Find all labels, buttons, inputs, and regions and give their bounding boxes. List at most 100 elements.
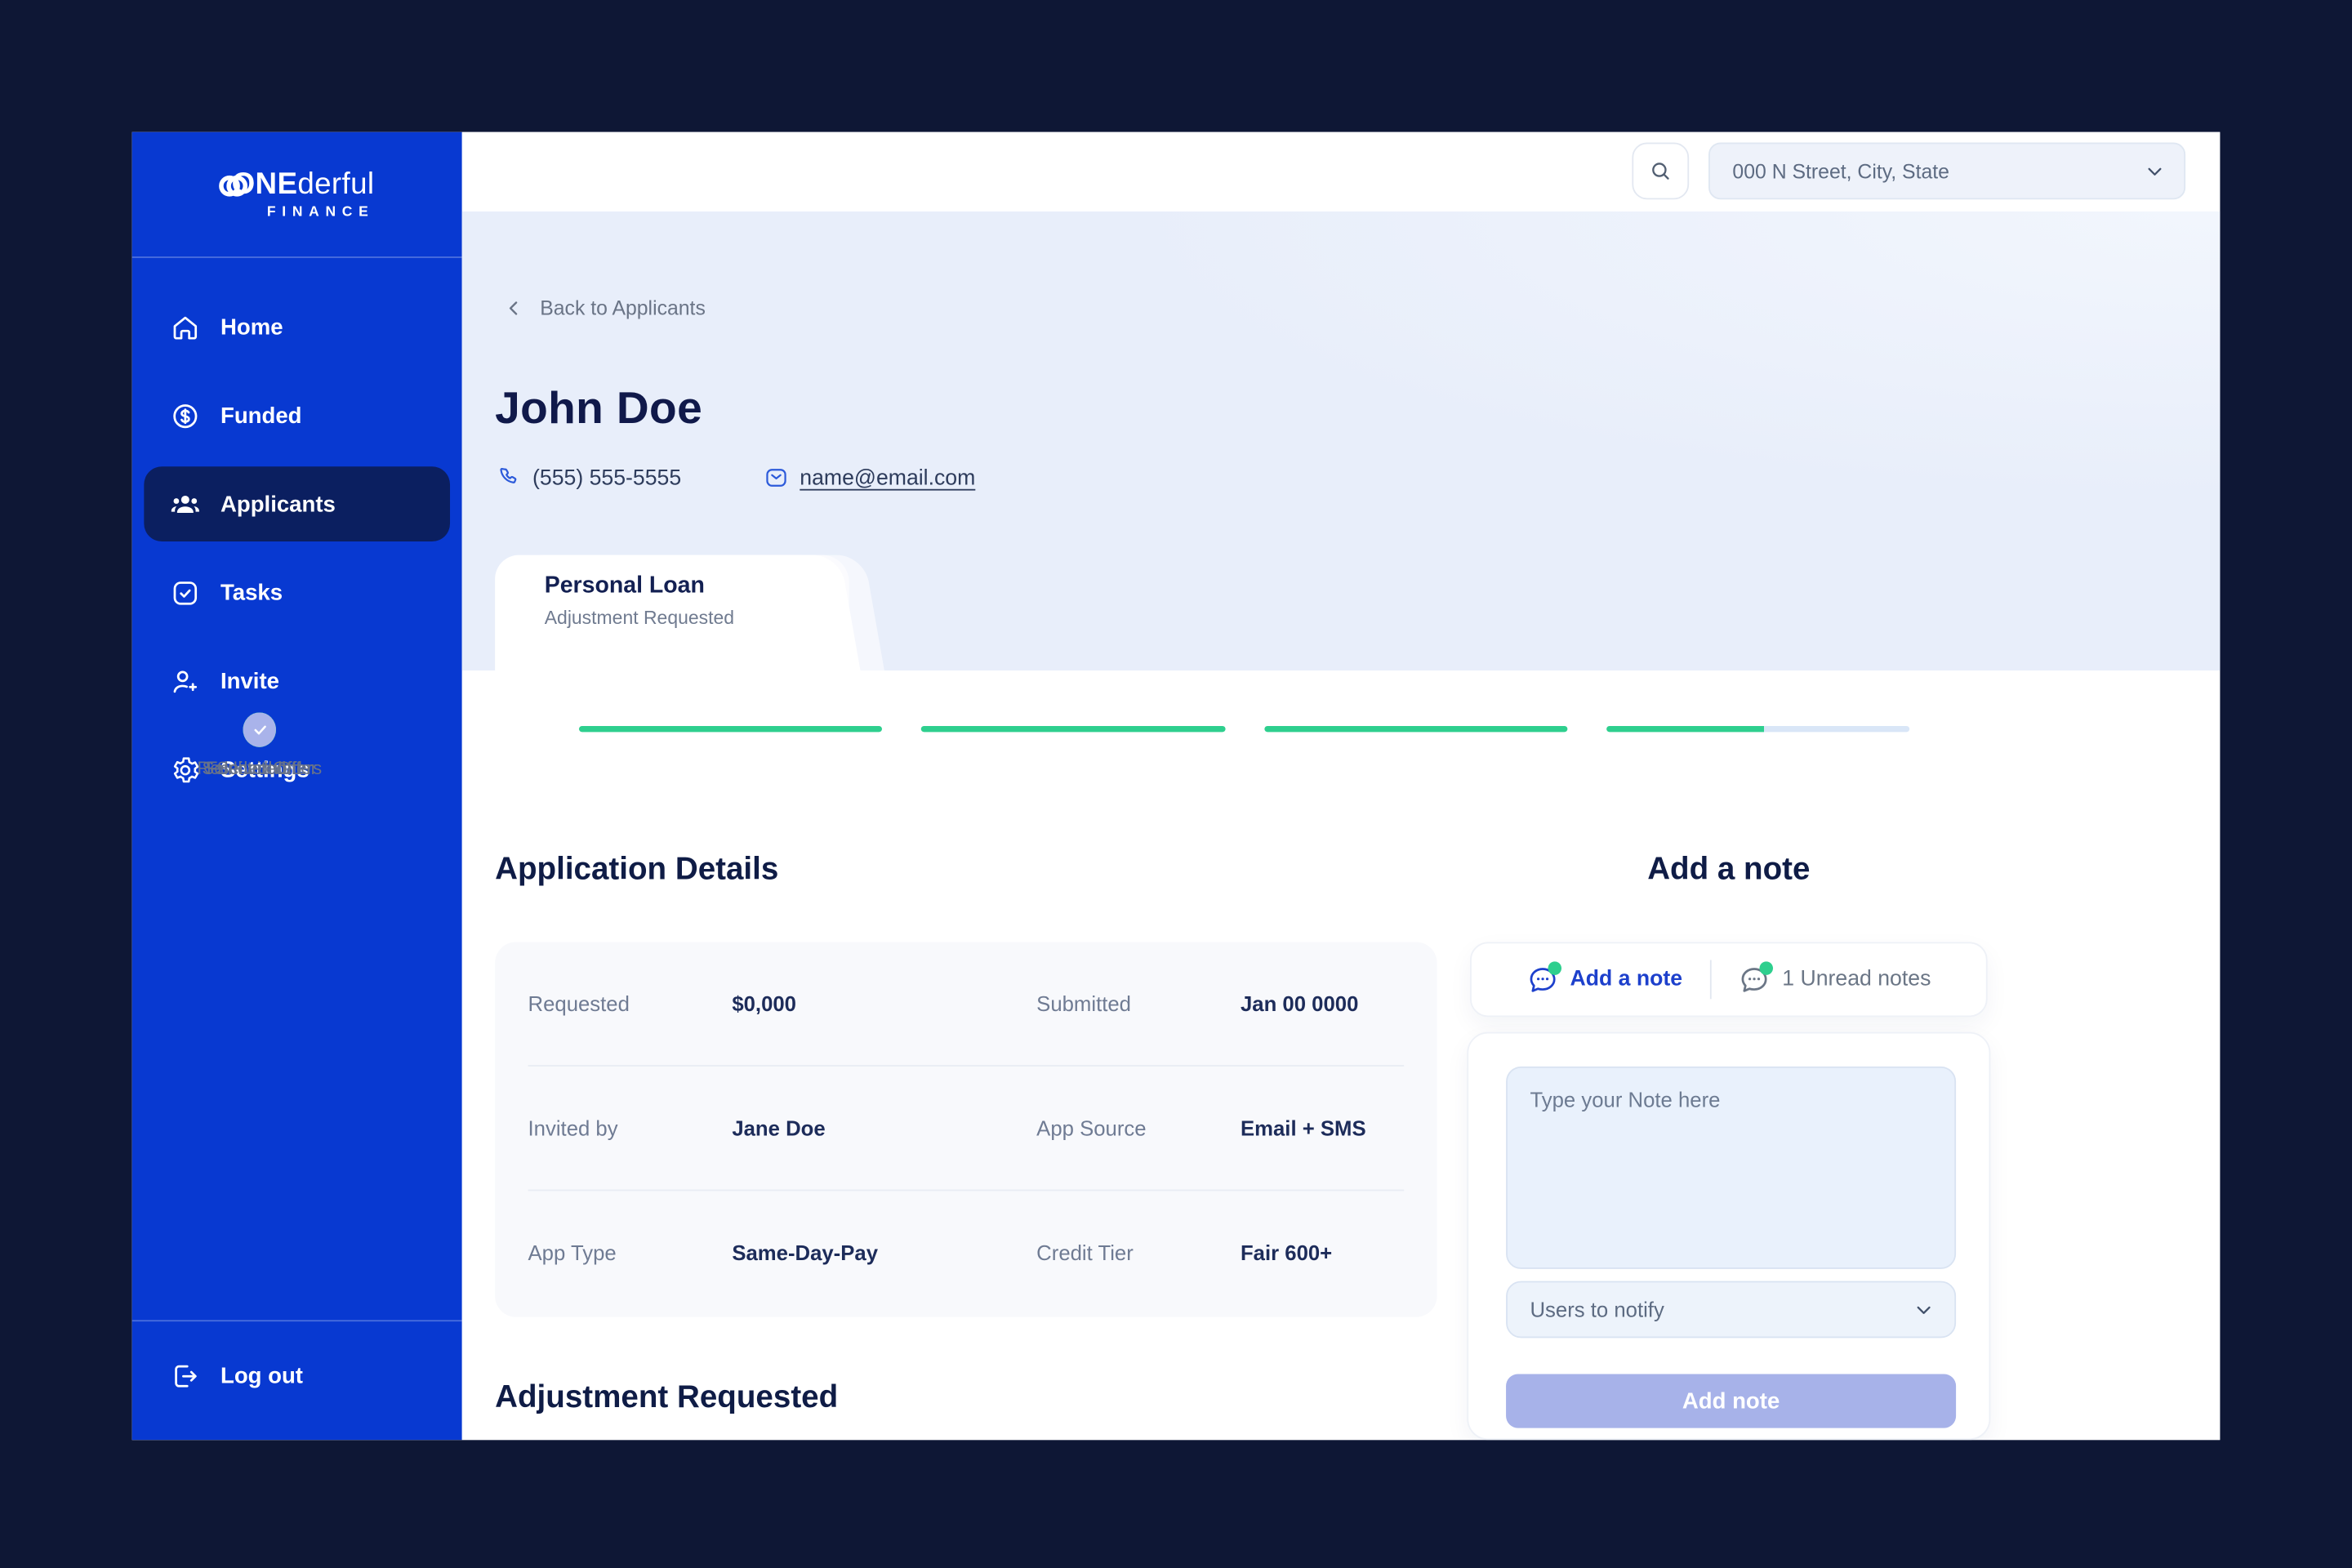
details-row: Requested $0,000 Submitted Jan 00 0000 — [495, 942, 1437, 1065]
back-link-label: Back to Applicants — [540, 296, 706, 320]
users-to-notify-value: Users to notify — [1530, 1297, 1664, 1322]
sidebar-item-applicants[interactable]: Applicants — [144, 466, 451, 542]
email-contact: name@email.com — [764, 465, 975, 490]
sidebar-item-label: Settings — [220, 756, 310, 782]
applicant-name: John Doe — [495, 384, 703, 434]
search-icon — [1652, 163, 1669, 180]
field-value: Email + SMS — [1240, 1116, 1366, 1140]
location-selector-value: 000 N Street, City, State — [1732, 159, 1949, 183]
user-plus-icon — [173, 670, 198, 693]
brand-name: ONEderful — [231, 167, 375, 202]
field-value: Same-Day-Pay — [732, 1240, 879, 1265]
field-label: App Source — [1036, 1116, 1147, 1140]
adjustment-requested-title: Adjustment Requested — [495, 1379, 839, 1415]
contact-row: (555) 555-5555 name@email.com — [497, 465, 975, 490]
location-selector[interactable]: 000 N Street, City, State — [1708, 142, 2186, 200]
step-label: Invited — [233, 757, 287, 779]
sidebar-item-label: Invite — [220, 668, 279, 694]
field-label: Submitted — [1036, 991, 1131, 1016]
logout-button[interactable]: Log out — [132, 1328, 462, 1424]
tab-add-note[interactable]: Add a note — [1526, 960, 1683, 996]
step-scheduled: Scheduled — [132, 712, 387, 778]
green-dot-badge — [1759, 960, 1774, 974]
step-label: Funded Offer — [207, 757, 313, 779]
sidebar-item-settings[interactable]: Settings — [144, 732, 450, 807]
users-icon — [171, 495, 199, 513]
loan-tab-status: Adjustment Requested — [544, 607, 735, 629]
step-check-icon — [243, 712, 276, 747]
search-button[interactable] — [1632, 142, 1690, 200]
sidebar-item-tasks[interactable]: Tasks — [144, 555, 450, 630]
sidebar-item-label: Home — [220, 314, 283, 341]
chevron-down-icon — [2148, 167, 2162, 175]
loan-tab-title: Personal Loan — [544, 572, 705, 599]
brand-subtitle: FINANCE — [266, 203, 375, 220]
step-label: Received offers — [197, 757, 323, 779]
add-note-button[interactable]: Add note — [1506, 1374, 1957, 1428]
users-to-notify-select[interactable]: Users to notify — [1506, 1281, 1957, 1339]
field-label: Invited by — [528, 1116, 618, 1140]
tab-unread-notes-label: 1 Unread notes — [1782, 967, 1931, 992]
phone-icon — [500, 467, 517, 483]
details-row: Invited by Jane Doe App Source Email + S… — [495, 1067, 1437, 1190]
dollar-icon — [173, 403, 198, 428]
loan-tab-slant — [719, 555, 861, 671]
topbar: 000 N Street, City, State — [461, 131, 2221, 212]
field-label: Credit Tier — [1036, 1240, 1134, 1265]
chevron-left-icon — [509, 301, 518, 315]
logo-ring-icon — [227, 174, 248, 196]
field-label: App Type — [528, 1240, 617, 1265]
application-details-card: Requested $0,000 Submitted Jan 00 0000 I… — [495, 942, 1437, 1317]
sidebar-item-label: Tasks — [220, 579, 283, 606]
sidebar: ONEderful FINANCE Home Funded Applicants — [131, 131, 462, 1441]
tab-unread-notes[interactable]: 1 Unread notes — [1739, 960, 1931, 996]
back-to-applicants-link[interactable]: Back to Applicants — [504, 296, 706, 320]
chat-bubble-icon — [1739, 960, 1774, 996]
field-value: Fair 600+ — [1240, 1240, 1333, 1265]
chat-bubble-icon — [1526, 960, 1561, 996]
logo-block: ONEderful FINANCE — [131, 132, 462, 258]
logout-section: Log out — [131, 1320, 462, 1440]
step-connector — [1264, 725, 1568, 732]
sidebar-item-home[interactable]: Home — [144, 289, 450, 364]
app-window: ONEderful FINANCE Home Funded Applicants — [131, 131, 2221, 1441]
field-value: Jane Doe — [732, 1116, 826, 1140]
green-dot-badge — [1547, 960, 1561, 974]
sidebar-nav: Home Funded Applicants Tasks Invite — [144, 289, 451, 820]
sidebar-item-label: Applicants — [220, 491, 336, 517]
logout-label: Log out — [220, 1362, 303, 1388]
step-connector — [578, 725, 882, 732]
field-value: $0,000 — [732, 991, 796, 1016]
application-details-title: Application Details — [495, 852, 779, 887]
mail-icon — [766, 469, 786, 487]
step-connector — [1606, 725, 1910, 732]
email-link[interactable]: name@email.com — [800, 466, 976, 490]
step-connector — [920, 725, 1226, 732]
note-textarea[interactable] — [1506, 1066, 1957, 1269]
sidebar-item-invite[interactable]: Invite — [144, 644, 450, 719]
row-divider — [528, 1065, 1405, 1067]
phone-contact: (555) 555-5555 — [497, 465, 681, 490]
loan-tab-text: Personal Loan Adjustment Requested — [545, 573, 734, 629]
add-note-title: Add a note — [1647, 852, 1811, 887]
row-divider — [528, 1189, 1405, 1192]
gear-icon — [173, 756, 199, 782]
notes-tabs-card: Add a note 1 Unread notes — [1469, 942, 1988, 1018]
phone-number: (555) 555-5555 — [532, 466, 682, 490]
step-label: Scheduled — [216, 757, 302, 779]
note-compose-card: Users to notify Add note — [1467, 1031, 1991, 1441]
step-label: Selected Offer — [202, 757, 318, 779]
tab-add-note-label: Add a note — [1570, 967, 1683, 992]
logout-icon — [175, 1364, 197, 1387]
field-value: Jan 00 0000 — [1240, 991, 1359, 1016]
sidebar-item-label: Funded — [220, 403, 302, 429]
tabs-divider — [1709, 960, 1712, 1000]
task-check-icon — [173, 581, 198, 604]
sidebar-item-funded[interactable]: Funded — [144, 378, 450, 453]
home-icon — [173, 315, 198, 339]
field-label: Requested — [528, 991, 630, 1016]
details-row: App Type Same-Day-Pay Credit Tier Fair 6… — [495, 1191, 1437, 1314]
brand-logo: ONEderful FINANCE — [219, 167, 375, 220]
chevron-down-icon — [1917, 1305, 1931, 1314]
